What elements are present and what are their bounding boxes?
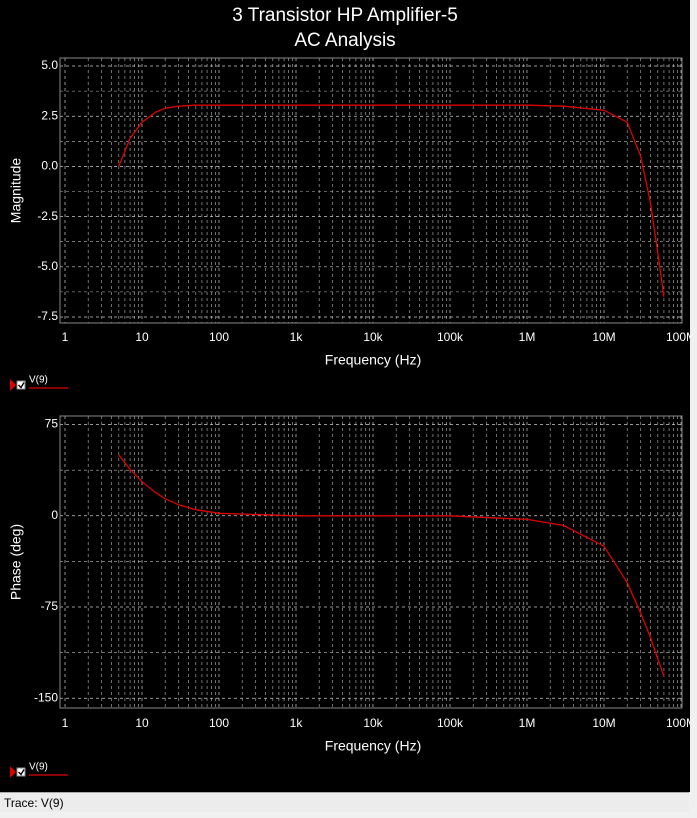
y-tick-label: -75 xyxy=(41,599,59,613)
y-tick-label: 0.0 xyxy=(41,159,58,173)
x-tick-label: 10 xyxy=(135,716,149,730)
x-tick-label: 1M xyxy=(519,330,536,344)
chart-title: 3 Transistor HP Amplifier-5 xyxy=(232,5,458,26)
x-tick-label: 1k xyxy=(290,716,304,730)
x-axis-label: Frequency (Hz) xyxy=(325,352,421,368)
x-tick-label: 100k xyxy=(437,716,464,730)
x-tick-label: 1k xyxy=(290,330,304,344)
y-tick-label: -2.5 xyxy=(37,209,58,223)
y-tick-label: -5.0 xyxy=(37,259,58,273)
y-tick-label: -150 xyxy=(34,690,58,704)
x-tick-label: 1 xyxy=(62,330,69,344)
x-tick-label: 1M xyxy=(519,716,536,730)
legend-checkbox[interactable] xyxy=(16,380,26,390)
background xyxy=(0,0,690,792)
status-bar: Trace: V(9) xyxy=(0,792,689,812)
x-axis-label: Frequency (Hz) xyxy=(325,738,421,754)
x-tick-label: 1 xyxy=(62,716,69,730)
legend-label: V(9) xyxy=(29,375,48,386)
y-axis-label: Magnitude xyxy=(8,158,24,224)
legend-check xyxy=(18,382,25,389)
chart-subtitle: AC Analysis xyxy=(294,30,395,51)
plot-frame xyxy=(59,415,683,709)
legend-marker xyxy=(10,766,16,778)
x-tick-label: 10 xyxy=(135,330,149,344)
y-axis-label: Phase (deg) xyxy=(8,524,24,600)
data-line xyxy=(118,454,665,677)
x-tick-label: 10k xyxy=(363,330,383,344)
y-tick-label: -7.5 xyxy=(37,309,58,323)
x-tick-label: 100k xyxy=(437,330,464,344)
y-tick-label: 75 xyxy=(45,417,59,431)
x-tick-label: 100 xyxy=(209,716,229,730)
legend-marker xyxy=(10,379,16,391)
y-tick-label: 2.5 xyxy=(41,108,58,122)
x-tick-label: 10M xyxy=(592,716,615,730)
x-tick-label: 10k xyxy=(363,716,383,730)
y-tick-label: 0 xyxy=(51,508,58,522)
x-tick-label: 100M xyxy=(666,330,690,344)
chart: 3 Transistor HP Amplifier-5 AC Analysis … xyxy=(0,0,690,792)
data-line xyxy=(118,104,665,297)
plot-frame xyxy=(59,57,683,324)
y-tick-label: 5.0 xyxy=(41,58,58,72)
x-tick-label: 100M xyxy=(666,716,690,730)
legend-checkbox[interactable] xyxy=(16,767,26,777)
legend-label: V(9) xyxy=(29,762,48,773)
legend-check xyxy=(18,769,25,776)
x-tick-label: 10M xyxy=(592,330,615,344)
x-tick-label: 100 xyxy=(209,330,229,344)
